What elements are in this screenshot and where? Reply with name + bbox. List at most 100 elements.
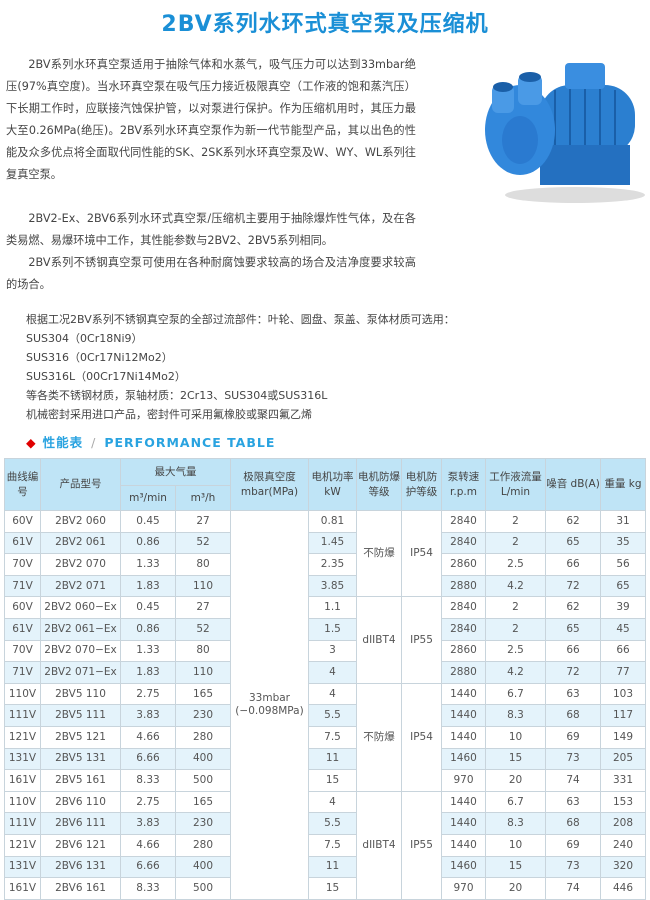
cell-ex-rating: 不防爆 xyxy=(356,509,402,598)
cell-flow-h: 27 xyxy=(175,510,231,533)
cell-power: 3 xyxy=(308,639,357,663)
materials-line: SUS304（0Cr18Ni9） xyxy=(26,332,143,345)
cell-flow-h: 230 xyxy=(175,812,231,835)
cell-flow-h: 500 xyxy=(175,769,231,792)
table-row: 121V 2BV5 121 4.66 280 7.5 1440 10 69 149 xyxy=(4,725,646,749)
cell-power: 7.5 xyxy=(308,833,357,857)
cell-flow-min: 8.33 xyxy=(120,877,176,900)
cell-noise: 73 xyxy=(545,747,601,771)
section-title-en: PERFORMANCE TABLE xyxy=(104,435,276,450)
cell-curve: 71V xyxy=(4,574,41,598)
cell-liquid: 2 xyxy=(485,510,546,533)
intro-paragraph: 2BV系列不锈钢真空泵可使用在各种耐腐蚀要求较高的场合及洁净度要求较高的场合。 xyxy=(6,256,416,291)
cell-liquid: 8.3 xyxy=(485,704,546,727)
cell-liquid: 15 xyxy=(485,747,546,771)
cell-model: 2BV2 061 xyxy=(40,531,121,555)
cell-noise: 74 xyxy=(545,769,601,792)
cell-ip-rating: IP54 xyxy=(401,509,442,598)
cell-power: 5.5 xyxy=(308,704,357,727)
cell-curve: 110V xyxy=(4,682,41,706)
cell-model: 2BV2 060−Ex xyxy=(40,596,121,619)
cell-curve: 121V xyxy=(4,725,41,749)
header-flow-h: m³/h xyxy=(175,485,231,511)
cell-flow-min: 6.66 xyxy=(120,855,176,879)
cell-noise: 69 xyxy=(545,833,601,857)
cell-flow-min: 6.66 xyxy=(120,747,176,771)
cell-rpm: 1440 xyxy=(441,833,486,857)
cell-liquid: 2 xyxy=(485,596,546,619)
cell-curve: 71V xyxy=(4,661,41,684)
header-ex: 电机防爆等级 xyxy=(356,458,402,511)
cell-weight: 66 xyxy=(600,639,646,663)
cell-flow-min: 0.86 xyxy=(120,617,176,641)
cell-liquid: 8.3 xyxy=(485,812,546,835)
table-row: 161V 2BV5 161 8.33 500 15 970 20 74 331 xyxy=(4,769,646,792)
cell-liquid: 2 xyxy=(485,531,546,555)
cell-weight: 208 xyxy=(600,812,646,835)
table-row: 71V 2BV2 071 1.83 110 3.85 2880 4.2 72 65 xyxy=(4,574,646,598)
cell-rpm: 1440 xyxy=(441,790,486,814)
cell-power: 11 xyxy=(308,855,357,879)
cell-curve: 131V xyxy=(4,855,41,879)
table-row: 121V 2BV6 121 4.66 280 7.5 1440 10 69 240 xyxy=(4,833,646,857)
cell-model: 2BV5 111 xyxy=(40,704,121,727)
cell-flow-h: 400 xyxy=(175,747,231,771)
cell-ex-rating: dIIBT4 xyxy=(356,790,402,900)
cell-ip-rating: IP55 xyxy=(401,790,442,900)
cell-model: 2BV5 161 xyxy=(40,769,121,792)
cell-flow-min: 1.33 xyxy=(120,553,176,576)
header-liquid: 工作液流量 L/min xyxy=(485,458,546,511)
cell-noise: 66 xyxy=(545,639,601,663)
cell-power: 0.81 xyxy=(308,510,357,533)
cell-power: 1.45 xyxy=(308,531,357,555)
cell-power: 5.5 xyxy=(308,812,357,835)
cell-ex-rating: dIIBT4 xyxy=(356,596,402,684)
cell-weight: 31 xyxy=(600,510,646,533)
table-row: 71V 2BV2 071−Ex 1.83 110 4 2880 4.2 72 77 xyxy=(4,661,646,684)
cell-power: 15 xyxy=(308,877,357,900)
cell-model: 2BV6 131 xyxy=(40,855,121,879)
cell-weight: 65 xyxy=(600,574,646,598)
cell-rpm: 2840 xyxy=(441,510,486,533)
cell-rpm: 2860 xyxy=(441,639,486,663)
cell-power: 7.5 xyxy=(308,725,357,749)
intro-section: 2BV系列水环真空泵适用于抽除气体和水蒸气，吸气压力可以达到33mbar绝压(9… xyxy=(0,48,650,296)
table-row: 110V 2BV6 110 2.75 165 4 dIIBT4 IP55 1440 6.7 63 1… xyxy=(4,790,646,900)
table-row: 131V 2BV6 131 6.66 400 11 1460 15 73 320 xyxy=(4,855,646,879)
cell-weight: 117 xyxy=(600,704,646,727)
cell-curve: 70V xyxy=(4,553,41,576)
cell-curve: 121V xyxy=(4,833,41,857)
cell-flow-h: 165 xyxy=(175,682,231,706)
materials-line: SUS316L（00Cr17Ni14Mo2） xyxy=(26,370,186,383)
cell-curve: 61V xyxy=(4,531,41,555)
header-power: 电机功率 kW xyxy=(308,458,357,511)
cell-weight: 149 xyxy=(600,725,646,749)
cell-power: 2.35 xyxy=(308,553,357,576)
cell-vacuum: 33mbar (−0.098MPa) xyxy=(230,510,309,900)
materials-line: 根据工况2BV系列不锈钢真空泵的全部过流部件：叶轮、圆盘、泵盖、泵体材质可选用： xyxy=(26,313,455,326)
cell-curve: 60V xyxy=(4,596,41,619)
cell-curve: 161V xyxy=(4,769,41,792)
cell-weight: 331 xyxy=(600,769,646,792)
cell-curve: 70V xyxy=(4,639,41,663)
cell-flow-h: 230 xyxy=(175,704,231,727)
cell-flow-h: 110 xyxy=(175,661,231,684)
header-rpm: 泵转速 r.p.m xyxy=(441,458,486,511)
cell-flow-min: 2.75 xyxy=(120,790,176,814)
cell-power: 4 xyxy=(308,661,357,684)
cell-flow-min: 3.83 xyxy=(120,812,176,835)
section-separator: / xyxy=(91,435,97,450)
cell-model: 2BV2 060 xyxy=(40,510,121,533)
cell-model: 2BV2 061−Ex xyxy=(40,617,121,641)
cell-liquid: 4.2 xyxy=(485,574,546,598)
cell-flow-min: 1.83 xyxy=(120,661,176,684)
cell-rpm: 2860 xyxy=(441,553,486,576)
cell-rpm: 2840 xyxy=(441,531,486,555)
cell-liquid: 2.5 xyxy=(485,639,546,663)
cell-liquid: 6.7 xyxy=(485,682,546,706)
materials-list: 根据工况2BV系列不锈钢真空泵的全部过流部件：叶轮、圆盘、泵盖、泵体材质可选用：… xyxy=(26,310,650,424)
cell-rpm: 1440 xyxy=(441,704,486,727)
cell-liquid: 10 xyxy=(485,833,546,857)
cell-flow-min: 4.66 xyxy=(120,725,176,749)
cell-model: 2BV2 070−Ex xyxy=(40,639,121,663)
